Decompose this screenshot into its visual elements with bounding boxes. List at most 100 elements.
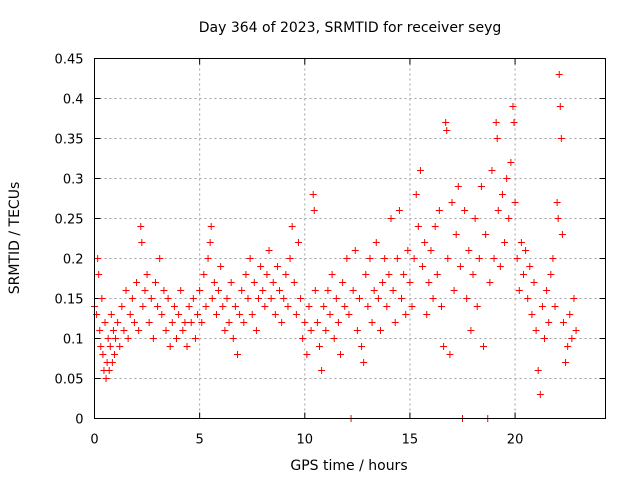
data-point [212, 311, 220, 318]
data-point [410, 255, 418, 262]
data-point [124, 335, 132, 342]
data-point [406, 279, 414, 286]
data-point [564, 343, 572, 350]
data-point [360, 359, 368, 366]
data-point [501, 239, 509, 246]
y-tick-label: 0.3 [63, 173, 84, 188]
data-point [242, 271, 250, 278]
data-point [194, 311, 202, 318]
data-point [372, 239, 380, 246]
data-point [391, 319, 399, 326]
data-point [248, 311, 256, 318]
data-point [187, 319, 195, 326]
data-point [313, 319, 321, 326]
data-point [558, 231, 566, 238]
plot-frame [94, 58, 606, 419]
x-tick-label: 0 [90, 433, 98, 448]
data-point [219, 303, 227, 310]
data-point [290, 279, 298, 286]
data-point [465, 247, 473, 254]
data-point [421, 239, 429, 246]
data-point [301, 319, 309, 326]
data-point [353, 327, 361, 334]
data-point [147, 295, 155, 302]
data-point [154, 303, 162, 310]
data-point [238, 287, 246, 294]
data-point [244, 295, 252, 302]
data-point [326, 311, 334, 318]
data-point [337, 351, 345, 358]
data-point [416, 167, 424, 174]
data-point [109, 327, 117, 334]
data-point [545, 319, 553, 326]
data-point [450, 287, 458, 294]
data-point [160, 287, 168, 294]
data-point [104, 335, 112, 342]
data-point [261, 303, 269, 310]
data-point [141, 287, 149, 294]
data-point [332, 295, 340, 302]
data-point [267, 295, 275, 302]
data-point [374, 295, 382, 302]
data-point [139, 303, 147, 310]
data-point [400, 271, 408, 278]
data-point [324, 287, 332, 294]
data-point [510, 119, 518, 126]
data-point [393, 255, 401, 262]
data-point [233, 351, 241, 358]
y-tick-label: 0.25 [55, 213, 84, 228]
data-point [273, 263, 281, 270]
data-point [316, 343, 324, 350]
data-point [173, 335, 181, 342]
data-point [183, 343, 191, 350]
data-point [198, 319, 206, 326]
data-point [236, 311, 244, 318]
data-point [210, 279, 218, 286]
data-point [509, 103, 517, 110]
data-point [225, 319, 233, 326]
data-point [536, 391, 544, 398]
data-point [383, 303, 391, 310]
data-point [448, 199, 456, 206]
data-point [454, 183, 462, 190]
data-point [143, 271, 151, 278]
data-point [505, 215, 513, 222]
data-point [120, 327, 128, 334]
data-point [389, 287, 397, 294]
data-point [358, 343, 366, 350]
data-point [288, 223, 296, 230]
data-point [402, 311, 410, 318]
data-point [310, 207, 318, 214]
data-point [282, 271, 290, 278]
data-point [566, 311, 574, 318]
data-point [511, 199, 519, 206]
data-point [128, 295, 136, 302]
data-point [138, 239, 146, 246]
data-point [534, 367, 542, 374]
data-point [446, 351, 454, 358]
data-point [95, 271, 103, 278]
data-point [265, 247, 273, 254]
data-point [362, 271, 370, 278]
data-point [471, 215, 479, 222]
data-point [492, 119, 500, 126]
data-point [452, 231, 460, 238]
data-point [328, 271, 336, 278]
data-point [515, 287, 523, 294]
data-point [463, 295, 471, 302]
data-point [530, 279, 538, 286]
data-point [116, 343, 124, 350]
data-point [255, 295, 263, 302]
data-point [221, 327, 229, 334]
data-point [168, 319, 176, 326]
data-point [570, 295, 578, 302]
data-point [108, 359, 116, 366]
data-point [385, 271, 393, 278]
data-point [490, 255, 498, 262]
data-point [488, 167, 496, 174]
x-tick-label: 10 [297, 433, 314, 448]
data-point [541, 335, 549, 342]
data-point [311, 287, 319, 294]
data-point [307, 327, 315, 334]
